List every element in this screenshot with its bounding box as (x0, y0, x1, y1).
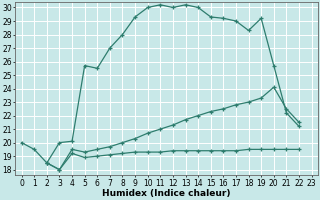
X-axis label: Humidex (Indice chaleur): Humidex (Indice chaleur) (102, 189, 231, 198)
